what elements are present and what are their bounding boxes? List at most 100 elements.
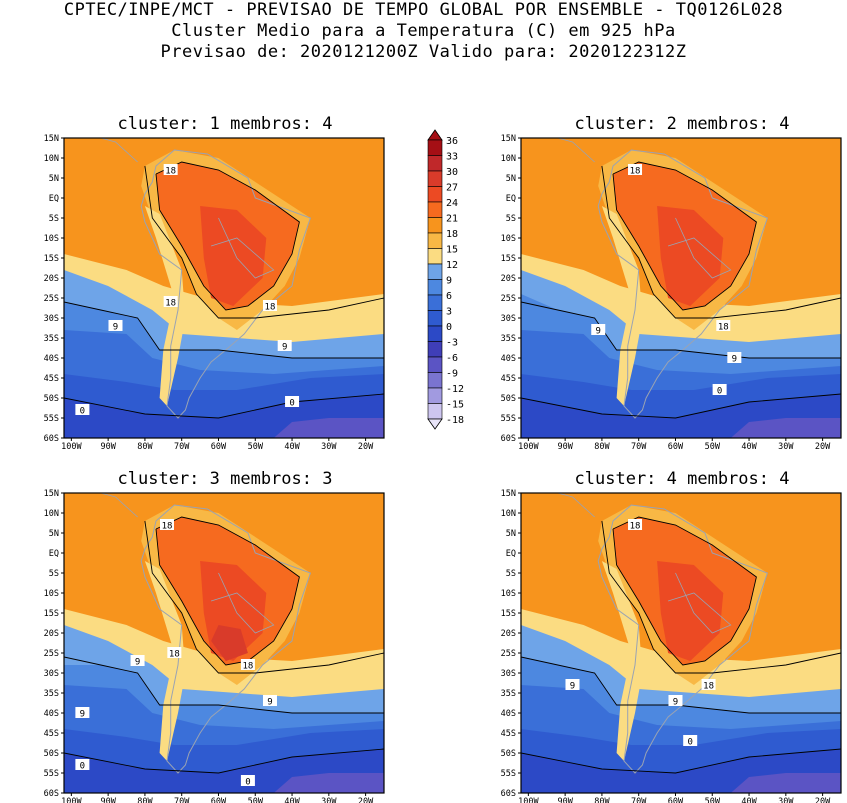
lon-label: 100W bbox=[61, 442, 82, 450]
contour-label: 18 bbox=[630, 167, 641, 177]
lon-label: 70W bbox=[174, 797, 190, 803]
lat-label: 55S bbox=[44, 769, 59, 779]
contour-label-box bbox=[163, 296, 178, 307]
lat-label: 50S bbox=[501, 749, 516, 759]
lat-label: 10N bbox=[44, 154, 59, 164]
contour-label-box bbox=[262, 300, 277, 311]
lat-label: 5S bbox=[506, 569, 516, 579]
lon-label: 40W bbox=[741, 797, 757, 803]
isoline-0 bbox=[64, 393, 384, 419]
isoline-9 bbox=[521, 656, 841, 714]
isoline-0 bbox=[521, 748, 841, 774]
andes-cool-strip bbox=[601, 561, 643, 761]
isoline-24 bbox=[612, 516, 757, 666]
contour-label: 0 bbox=[80, 407, 85, 417]
lon-label: 60W bbox=[668, 442, 684, 450]
lon-label: 20W bbox=[358, 442, 374, 450]
isoline-24 bbox=[155, 516, 300, 666]
lat-label: 25S bbox=[44, 649, 59, 659]
lon-label: 50W bbox=[248, 442, 264, 450]
lat-label: 50S bbox=[501, 394, 516, 404]
isotherm-band-minus3 bbox=[273, 418, 384, 438]
lat-label: EQ bbox=[506, 549, 516, 559]
lat-label: 10S bbox=[501, 589, 516, 599]
contour-label-box bbox=[240, 659, 255, 670]
lon-label: 40W bbox=[284, 797, 300, 803]
colorbar-label: 6 bbox=[446, 291, 452, 302]
isoline-9 bbox=[64, 656, 384, 714]
lat-label: 20S bbox=[44, 629, 59, 639]
contour-label-box bbox=[262, 695, 277, 706]
colorbar-label: 33 bbox=[446, 152, 458, 163]
contour-label-box bbox=[683, 735, 698, 746]
lat-label: 45S bbox=[501, 374, 516, 384]
colorbar-label: 21 bbox=[446, 214, 458, 225]
map-frame bbox=[63, 492, 385, 794]
lat-label: 55S bbox=[501, 414, 516, 424]
contour-label: 9 bbox=[282, 343, 287, 353]
contour-label-box bbox=[628, 519, 643, 530]
map-frame bbox=[63, 137, 385, 439]
coastline-south-america bbox=[140, 504, 312, 774]
contour-label-box bbox=[565, 679, 580, 690]
panel-2-title: cluster: 2 membros: 4 bbox=[574, 114, 790, 134]
isoline-24 bbox=[612, 161, 757, 311]
lon-label: 90W bbox=[557, 442, 573, 450]
contour-label-box bbox=[240, 775, 255, 786]
contour-label-box bbox=[163, 164, 178, 175]
header-line-2: Cluster Medio para a Temperatura (C) em … bbox=[171, 21, 676, 41]
lat-label: 35S bbox=[501, 689, 516, 699]
country-borders bbox=[667, 572, 732, 634]
isoline-9 bbox=[521, 301, 841, 359]
colorbar-label: -15 bbox=[446, 400, 464, 411]
lat-label: 30S bbox=[44, 314, 59, 324]
contour-label-box bbox=[285, 396, 300, 407]
lat-label: 20S bbox=[501, 274, 516, 284]
lat-label: 15N bbox=[501, 134, 516, 144]
lon-label: 50W bbox=[705, 797, 721, 803]
lon-label: 100W bbox=[61, 797, 82, 803]
isoline-18 bbox=[144, 165, 384, 319]
lon-label: 80W bbox=[137, 797, 153, 803]
contour-label: 0 bbox=[80, 762, 85, 772]
colorbar-swatch bbox=[427, 201, 443, 218]
colorbar-swatch bbox=[427, 325, 443, 342]
contour-label-box bbox=[668, 695, 683, 706]
lat-label: 50S bbox=[44, 749, 59, 759]
lat-label: 45S bbox=[44, 729, 59, 739]
contour-label: 0 bbox=[687, 738, 692, 748]
country-borders bbox=[210, 572, 275, 634]
contour-label: 18 bbox=[265, 303, 276, 313]
lon-label: 100W bbox=[518, 442, 539, 450]
coastline-central-america bbox=[100, 138, 138, 163]
lon-label: 40W bbox=[284, 442, 300, 450]
lon-label: 40W bbox=[741, 442, 757, 450]
contour-label: 9 bbox=[135, 658, 140, 668]
lat-label: 20S bbox=[44, 274, 59, 284]
lon-label: 80W bbox=[594, 442, 610, 450]
lon-label: 60W bbox=[668, 797, 684, 803]
colorbar-swatch bbox=[427, 186, 443, 203]
lon-label: 30W bbox=[778, 442, 794, 450]
map-panel-3: 18 18 18 9 9 9 0 0 15N 10N 5N EQ 5S 10S 15S 20S 25S 30S 35… bbox=[44, 489, 385, 803]
lat-label: 60S bbox=[44, 434, 59, 444]
colorbar-swatch bbox=[427, 279, 443, 296]
map-header: CPTEC/INPE/MCT - PREVISAO DE TEMPO GLOBA… bbox=[0, 0, 847, 63]
colorbar-swatch bbox=[427, 310, 443, 327]
lat-label: 30S bbox=[501, 314, 516, 324]
lat-label: 5N bbox=[506, 529, 516, 539]
isoline-0 bbox=[64, 748, 384, 774]
lon-label: 50W bbox=[248, 797, 264, 803]
colorbar-swatch bbox=[427, 356, 443, 373]
lat-label: 15S bbox=[44, 609, 59, 619]
colorbar-label: -18 bbox=[446, 415, 464, 426]
lon-label: 70W bbox=[174, 442, 190, 450]
country-borders bbox=[210, 217, 275, 279]
lon-label: 80W bbox=[594, 797, 610, 803]
andes-cool-strip bbox=[601, 206, 643, 406]
map-panel-4: 18 18 9 9 0 15N 10N 5N EQ 5S 10S 15S 20S 25S 30S 35S 40S… bbox=[501, 489, 842, 803]
lat-label: 35S bbox=[44, 689, 59, 699]
lat-label: 10S bbox=[501, 234, 516, 244]
contour-label: 18 bbox=[169, 650, 180, 660]
contour-label: 9 bbox=[673, 698, 678, 708]
